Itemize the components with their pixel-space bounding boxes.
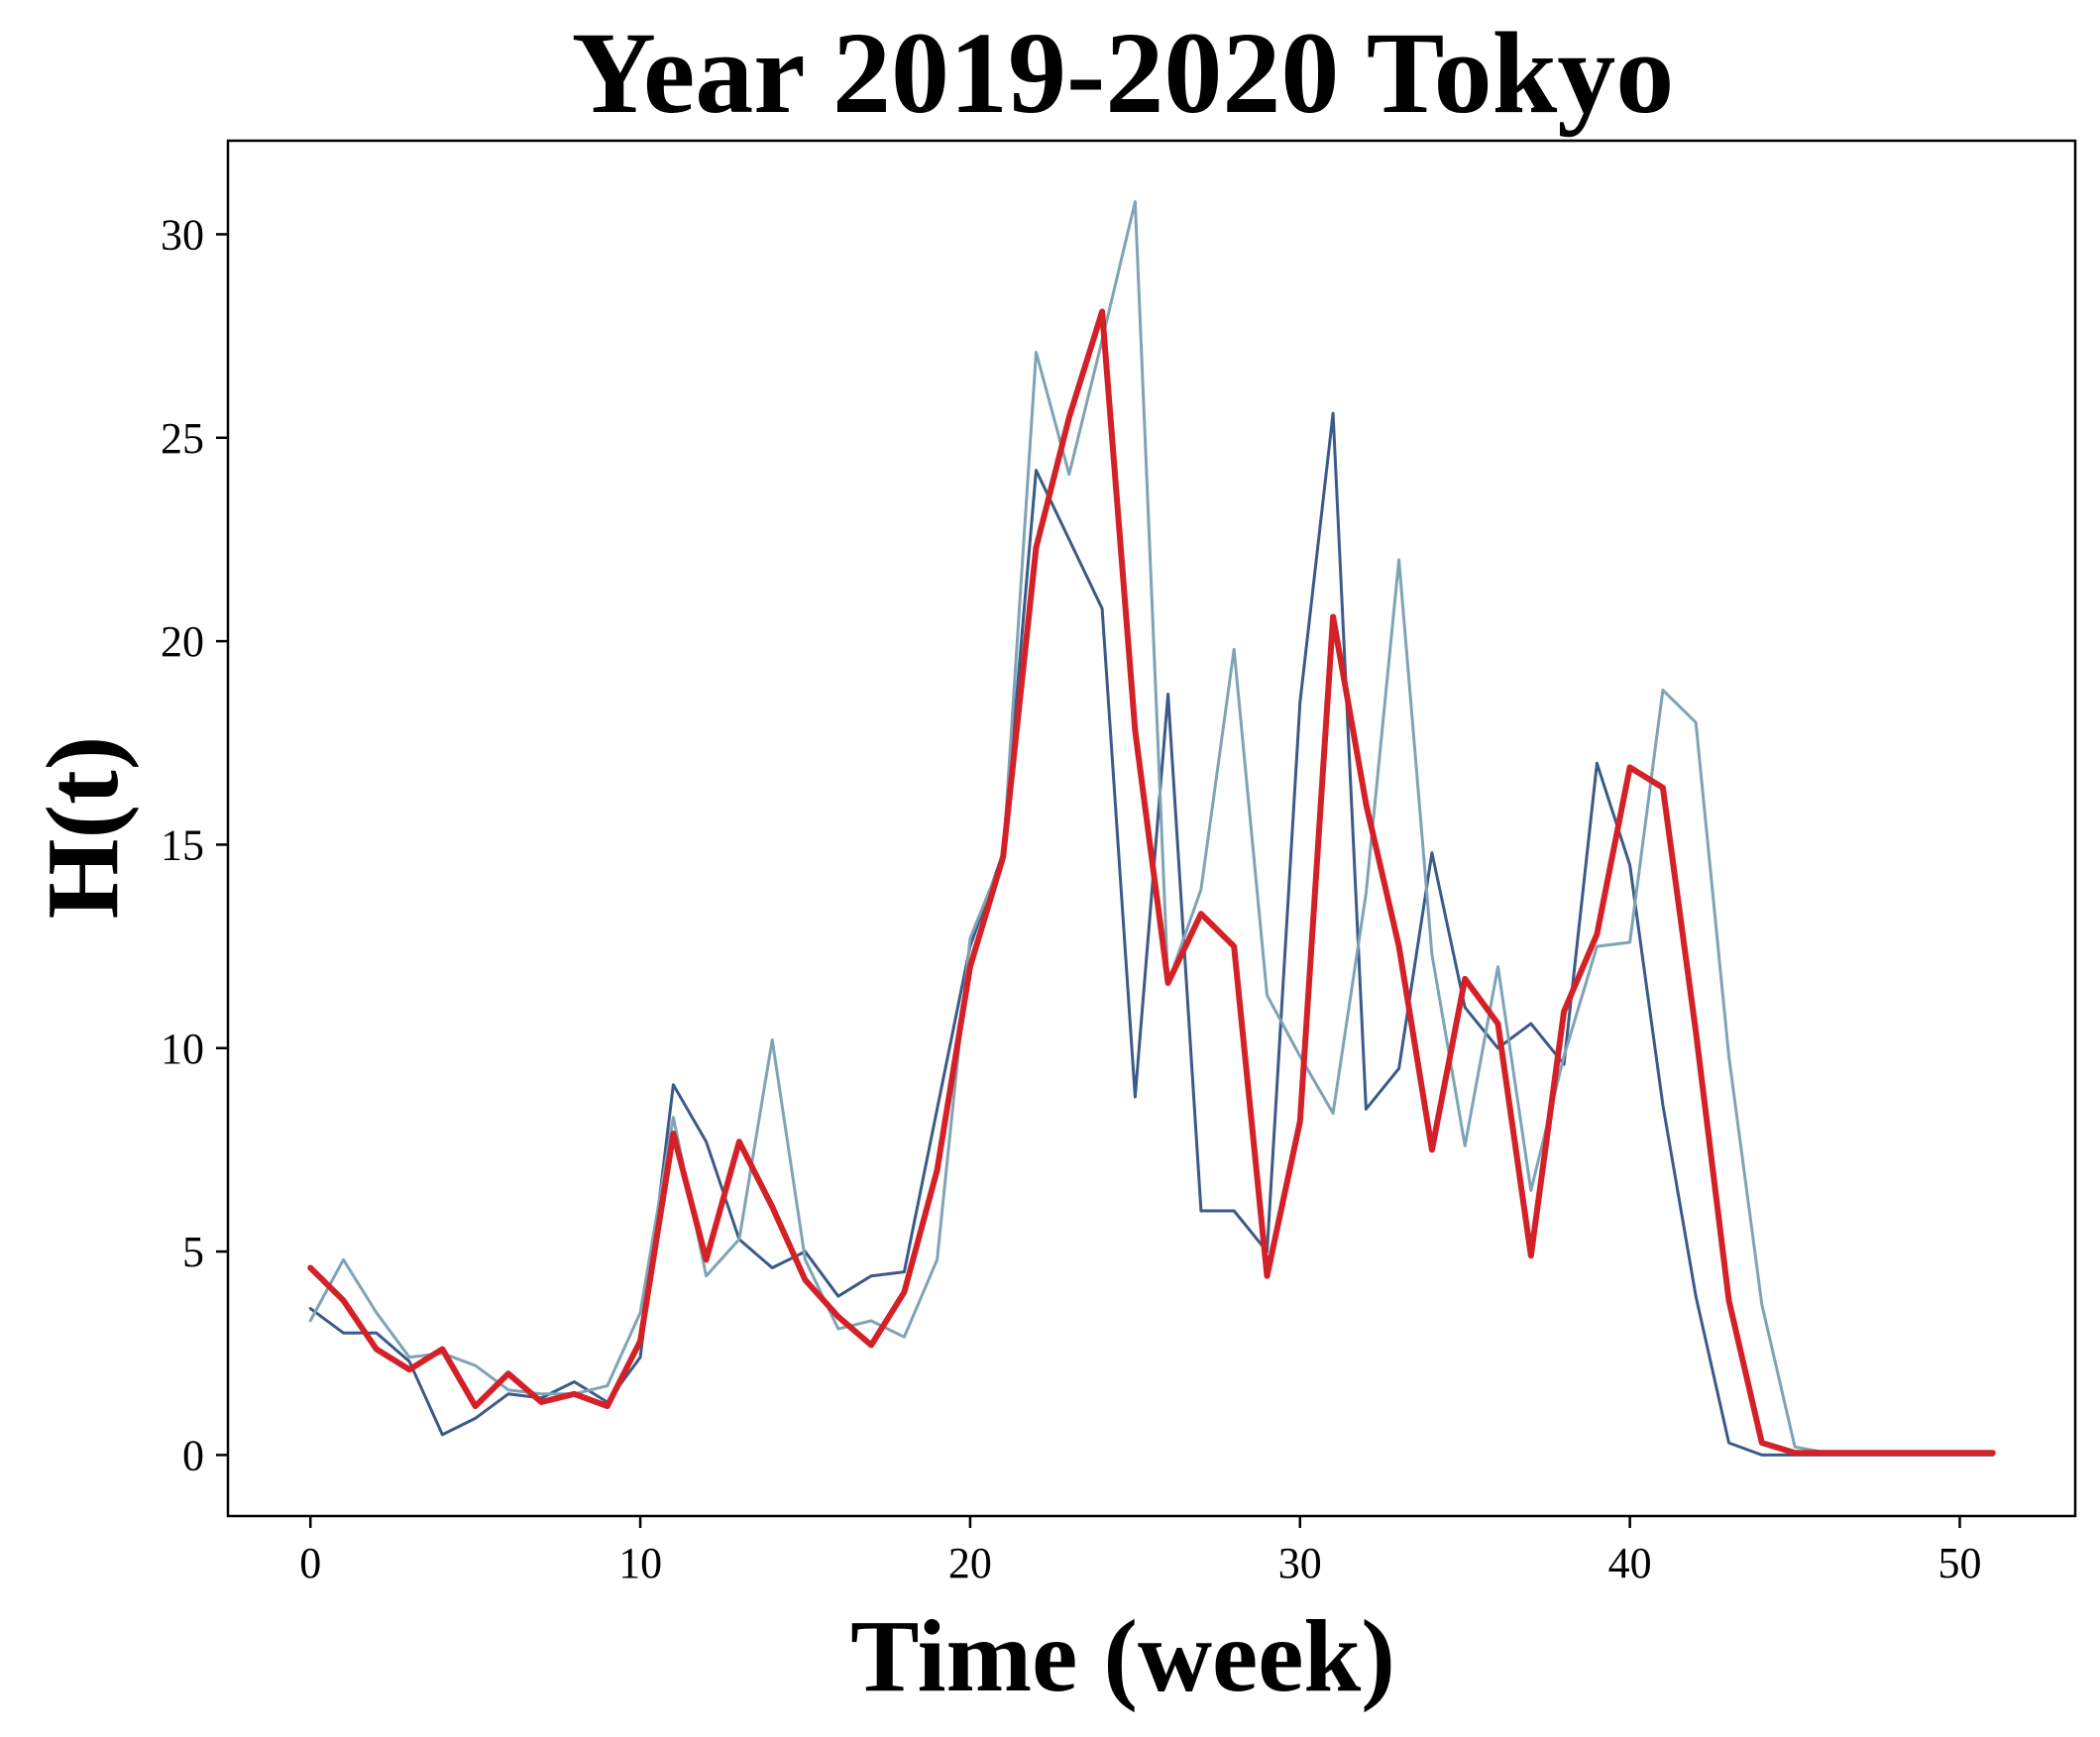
x-tick-label: 40 [1608,1539,1652,1587]
y-tick-label: 5 [182,1228,204,1276]
chart-title: Year 2019-2020 Tokyo [572,8,1674,138]
plot-frame [226,139,2077,1518]
y-tick-label: 10 [161,1025,204,1073]
plot-series [307,200,1996,1457]
y-tick-label: 25 [161,414,204,463]
y-tick-label: 30 [161,210,204,259]
y-tick-label: 0 [182,1431,204,1479]
x-tick-label: 20 [948,1539,992,1587]
x-axis-ticks: 0 10 20 30 40 50 [299,1516,1982,1587]
y-tick-label: 20 [161,617,204,666]
x-tick-label: 50 [1938,1539,1982,1587]
y-tick-label: 15 [161,820,204,869]
y-axis-label: H(t) [26,736,140,920]
series-line-2 [308,200,1995,1455]
series-line-1 [308,411,1995,1457]
x-axis-label: Time (week) [850,1599,1395,1713]
x-tick-label: 0 [299,1539,321,1587]
x-tick-label: 10 [618,1539,662,1587]
series-line-3 [307,308,1996,1457]
y-axis-ticks: 0 5 10 15 20 25 30 [161,210,228,1479]
x-tick-label: 30 [1278,1539,1322,1587]
